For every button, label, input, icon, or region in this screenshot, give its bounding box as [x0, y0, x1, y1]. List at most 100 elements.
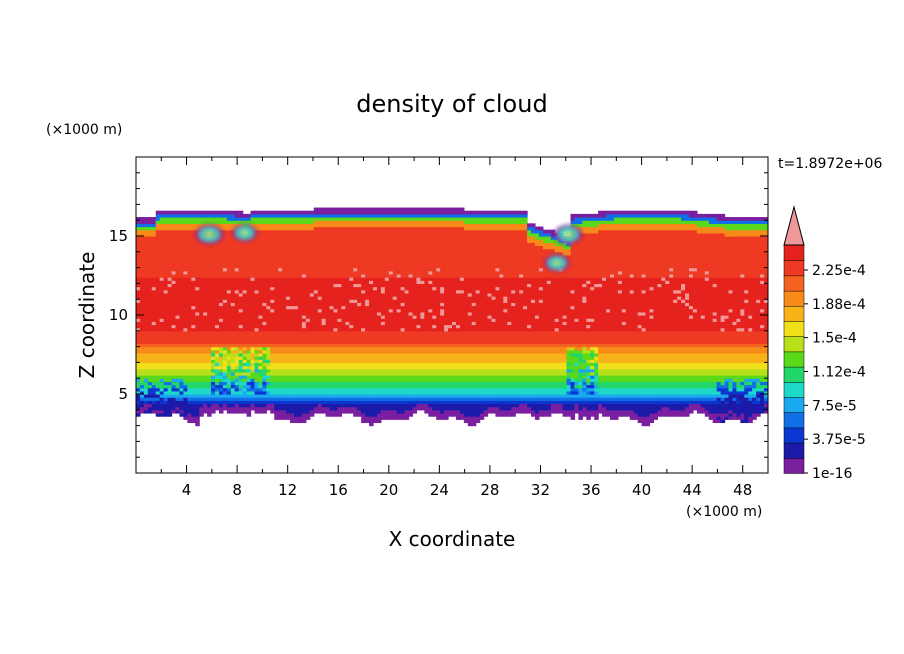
heatmap-cell [629, 343, 635, 348]
heatmap-cell [333, 400, 339, 405]
heatmap-cell [491, 352, 497, 363]
heatmap-cell [471, 352, 477, 363]
heatmap-cell [215, 381, 220, 386]
heatmap-cell [341, 394, 346, 398]
heatmap-cell [570, 390, 576, 395]
heatmap-cell [234, 390, 240, 395]
heatmap-cell [408, 346, 414, 354]
heatmap-cell [349, 299, 354, 303]
heatmap-cell [384, 207, 390, 215]
heatmap-cell [483, 409, 489, 417]
heatmap-cell [136, 403, 141, 411]
heatmap-cell [349, 397, 354, 401]
heatmap-cell [136, 343, 141, 348]
heatmap-cell [428, 400, 433, 405]
heatmap-cell [420, 220, 425, 228]
heatmap-cell [290, 217, 295, 224]
heatmap-cell [388, 270, 394, 275]
heatmap-cell [294, 308, 299, 332]
heatmap-cell [641, 403, 647, 417]
heatmap-cell [764, 223, 768, 231]
heatmap-cell [598, 210, 603, 218]
heatmap-cell [452, 213, 457, 218]
heatmap-cell [183, 352, 188, 363]
heatmap-cell [704, 232, 710, 272]
heatmap-cell [357, 343, 362, 348]
heatmap-cell [191, 394, 196, 398]
heatmap-cell [290, 223, 295, 231]
heatmap-cell [305, 321, 311, 332]
heatmap-cell [297, 223, 303, 231]
heatmap-cell [708, 403, 714, 414]
heatmap-cell [673, 368, 678, 376]
heatmap-cell [349, 346, 354, 354]
heatmap-cell [566, 346, 572, 351]
heatmap-cell [163, 397, 169, 401]
heatmap-cell [258, 352, 263, 357]
heatmap-cell [669, 400, 674, 405]
heatmap-cell [621, 352, 627, 363]
heatmap-cell [554, 397, 560, 401]
heatmap-cell [475, 343, 481, 348]
heatmap-cell [226, 397, 232, 401]
heatmap-cell [732, 394, 737, 398]
heatmap-cell [207, 387, 212, 395]
heatmap-cell [278, 210, 283, 215]
heatmap-cell [211, 375, 216, 379]
heatmap-cell [550, 397, 556, 401]
heatmap-cell [191, 210, 196, 215]
heatmap-cell [455, 330, 461, 345]
heatmap-cell [590, 409, 595, 417]
heatmap-cell [459, 362, 465, 370]
heatmap-cell [388, 273, 394, 278]
heatmap-cell [669, 403, 674, 411]
heatmap-cell [333, 277, 339, 284]
heatmap-cell [586, 371, 591, 376]
heatmap-cell [586, 226, 591, 234]
heatmap-cell [764, 330, 768, 345]
heatmap-cell [499, 346, 504, 354]
heatmap-cell [222, 346, 228, 351]
heatmap-cell [139, 394, 145, 398]
heatmap-cell [305, 375, 311, 382]
heatmap-cell [222, 375, 228, 379]
heatmap-cell [495, 381, 500, 389]
heatmap-cell [602, 220, 607, 224]
heatmap-cell [341, 397, 346, 401]
heatmap-cell [645, 330, 651, 345]
heatmap-cell [463, 352, 469, 363]
heatmap-cell [610, 220, 615, 224]
heatmap-cell [301, 315, 307, 319]
heatmap-cell [594, 375, 599, 382]
heatmap-cell [712, 346, 718, 354]
heatmap-cell [266, 213, 271, 218]
heatmap-cell [412, 400, 418, 405]
heatmap-cell [606, 223, 611, 231]
heatmap-cell [436, 403, 441, 411]
heatmap-cell [262, 346, 267, 351]
heatmap-cell [345, 330, 350, 345]
heatmap-cell [558, 381, 564, 389]
heatmap-cell [321, 362, 327, 370]
heatmap-cell [507, 362, 512, 370]
heatmap-cell [254, 394, 260, 398]
heatmap-cell [491, 229, 497, 278]
heatmap-cell [384, 330, 390, 345]
heatmap-cell [222, 378, 228, 382]
heatmap-cell [317, 394, 323, 398]
heatmap-cell [629, 292, 635, 332]
heatmap-cell [321, 318, 327, 326]
heatmap-cell [724, 217, 730, 221]
heatmap-cell [238, 406, 244, 414]
heatmap-cell [578, 349, 583, 354]
heatmap-cell [317, 296, 323, 300]
heatmap-cell [420, 280, 425, 284]
heatmap-cell [653, 397, 658, 401]
heatmap-cell [704, 226, 710, 234]
heatmap-cell [590, 384, 595, 389]
heatmap-cell [337, 400, 342, 405]
heatmap-cell [329, 400, 335, 405]
heatmap-cell [373, 346, 378, 354]
heatmap-cell [262, 384, 267, 389]
heatmap-cell [752, 362, 757, 370]
